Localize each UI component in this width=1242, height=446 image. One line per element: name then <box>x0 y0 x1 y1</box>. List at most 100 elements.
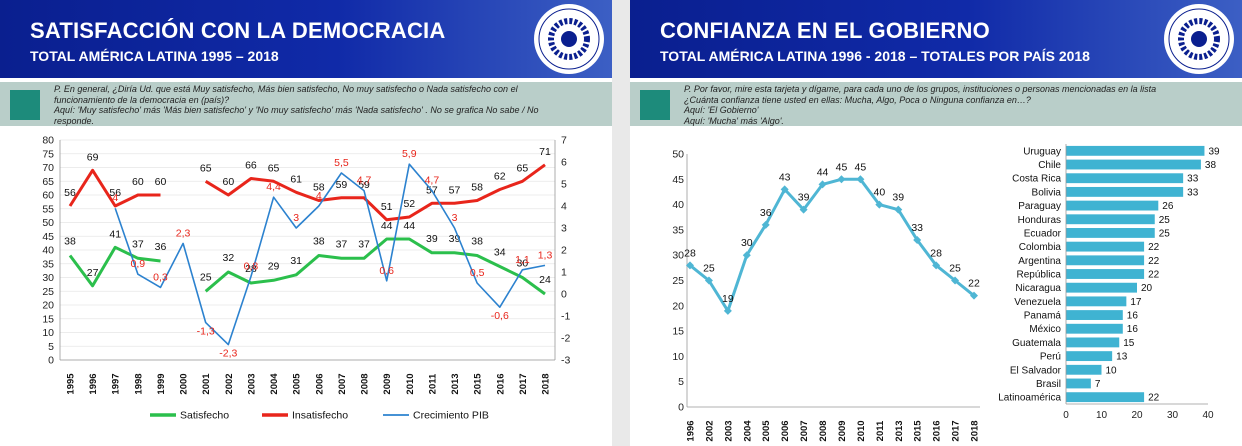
question-marker <box>640 90 670 120</box>
bar-x-tick-label: 40 <box>1202 410 1214 421</box>
data-label: 39 <box>892 192 904 204</box>
data-point <box>742 251 751 260</box>
data-label: 37 <box>132 238 144 250</box>
category-label: Chile <box>1038 160 1061 171</box>
legend-label: Insatisfecho <box>292 410 348 422</box>
x-tick-label: 2000 <box>179 373 190 394</box>
y-tick-label: 40 <box>672 199 684 211</box>
bar-value-label: 17 <box>1130 297 1142 308</box>
data-label: 52 <box>403 198 415 210</box>
y-tick-label: 20 <box>672 300 684 312</box>
y2-tick-label: 5 <box>561 179 567 191</box>
series-line-crecimiento-pib <box>114 163 546 346</box>
header-bar: CONFIANZA EN EL GOBIERNO TOTAL AMÉRICA L… <box>630 0 1242 78</box>
x-tick-label: 1996 <box>88 373 99 394</box>
legend-label: Satisfecho <box>180 410 229 422</box>
data-label: 4,7 <box>357 175 372 187</box>
data-point <box>856 175 865 184</box>
bar <box>1066 255 1145 266</box>
x-tick-label: 2007 <box>337 373 348 394</box>
x-tick-label: 2008 <box>360 373 371 394</box>
y-tick-label: 25 <box>672 275 684 287</box>
data-label: 0,3 <box>153 271 168 283</box>
data-label: 3 <box>293 212 299 224</box>
data-label: 56 <box>64 187 76 199</box>
data-label: 24 <box>539 274 551 286</box>
question-line: Aquí: 'Muy satisfecho' más 'Más bien sat… <box>54 105 539 115</box>
data-label: 4,7 <box>425 175 440 187</box>
bar-value-label: 39 <box>1208 146 1220 157</box>
y-tick-label: 55 <box>42 203 54 215</box>
y2-tick-label: -1 <box>561 311 570 323</box>
data-label: 45 <box>855 161 867 173</box>
x-tick-label: 2011 <box>875 420 886 441</box>
bar <box>1066 364 1102 375</box>
data-label: 37 <box>358 238 370 250</box>
data-label: 40 <box>873 187 885 199</box>
bar <box>1066 282 1137 293</box>
data-label: 60 <box>222 176 234 188</box>
data-label: 38 <box>64 236 76 248</box>
data-label: 25 <box>703 263 715 275</box>
y-tick-label: 35 <box>42 258 54 270</box>
category-label: Paraguay <box>1018 201 1061 212</box>
data-label: 36 <box>155 241 167 253</box>
data-label: 38 <box>313 236 325 248</box>
x-tick-label: 2004 <box>742 420 753 442</box>
bar-value-label: 16 <box>1127 311 1139 322</box>
data-point <box>894 205 903 214</box>
data-label: 71 <box>539 146 551 158</box>
bar-value-label: 22 <box>1148 393 1160 404</box>
bar-value-label: 20 <box>1141 283 1153 294</box>
data-label: 58 <box>471 182 483 194</box>
data-label: 28 <box>684 247 696 259</box>
data-label: 0,8 <box>244 260 259 272</box>
category-label: Uruguay <box>1023 146 1061 157</box>
x-tick-label: 2002 <box>224 373 235 394</box>
bar-value-label: 16 <box>1127 324 1139 335</box>
bar-value-label: 22 <box>1148 256 1160 267</box>
y2-tick-label: 6 <box>561 157 567 169</box>
header-bar: SATISFACCIÓN CON LA DEMOCRACIA TOTAL AMÉ… <box>0 0 612 78</box>
data-label: 28 <box>245 263 257 275</box>
y2-tick-label: 1 <box>561 267 567 279</box>
y-tick-label: 50 <box>42 217 54 229</box>
category-label: Latinoamérica <box>998 393 1061 404</box>
bar-value-label: 33 <box>1187 187 1199 198</box>
y-tick-label: 30 <box>42 272 54 284</box>
data-label: -1,3 <box>197 326 215 338</box>
x-tick-label: 2009 <box>382 373 393 394</box>
y-tick-label: 5 <box>678 376 684 388</box>
bar-value-label: 38 <box>1205 160 1217 171</box>
y-tick-label: 0 <box>678 402 684 414</box>
bar <box>1066 214 1155 225</box>
data-label: 59 <box>358 179 370 191</box>
x-tick-label: 2006 <box>780 420 791 441</box>
data-label: 65 <box>200 162 212 174</box>
series-line-satisfecho <box>68 237 546 296</box>
data-label: 66 <box>245 160 257 172</box>
data-label: 65 <box>268 162 280 174</box>
question-line: ¿Cuánta confianza tiene usted en ellas: … <box>684 94 1031 105</box>
y2-tick-label: 0 <box>561 289 567 301</box>
data-label: 29 <box>268 260 280 272</box>
data-point <box>780 185 789 194</box>
data-label: 0,6 <box>379 265 394 277</box>
y2-tick-label: -3 <box>561 355 570 367</box>
question-text: P. En general, ¿Diría Ud. que está Muy s… <box>54 84 602 126</box>
question-box: P. En general, ¿Diría Ud. que está Muy s… <box>0 82 612 126</box>
bar-value-label: 33 <box>1187 174 1199 185</box>
x-tick-label: 2018 <box>541 373 552 394</box>
data-label: -2,3 <box>219 348 237 360</box>
data-label: 22 <box>968 278 980 290</box>
data-label: 5,5 <box>334 157 349 169</box>
data-label: 25 <box>200 271 212 283</box>
data-label: 30 <box>741 237 753 249</box>
data-label: 31 <box>290 255 302 267</box>
y2-tick-label: 3 <box>561 223 567 235</box>
y-tick-label: 50 <box>672 149 684 161</box>
x-tick-label: 2008 <box>818 420 829 441</box>
category-label: Ecuador <box>1024 228 1062 239</box>
data-label: 60 <box>132 176 144 188</box>
series-line-insatisfecho <box>68 163 546 222</box>
